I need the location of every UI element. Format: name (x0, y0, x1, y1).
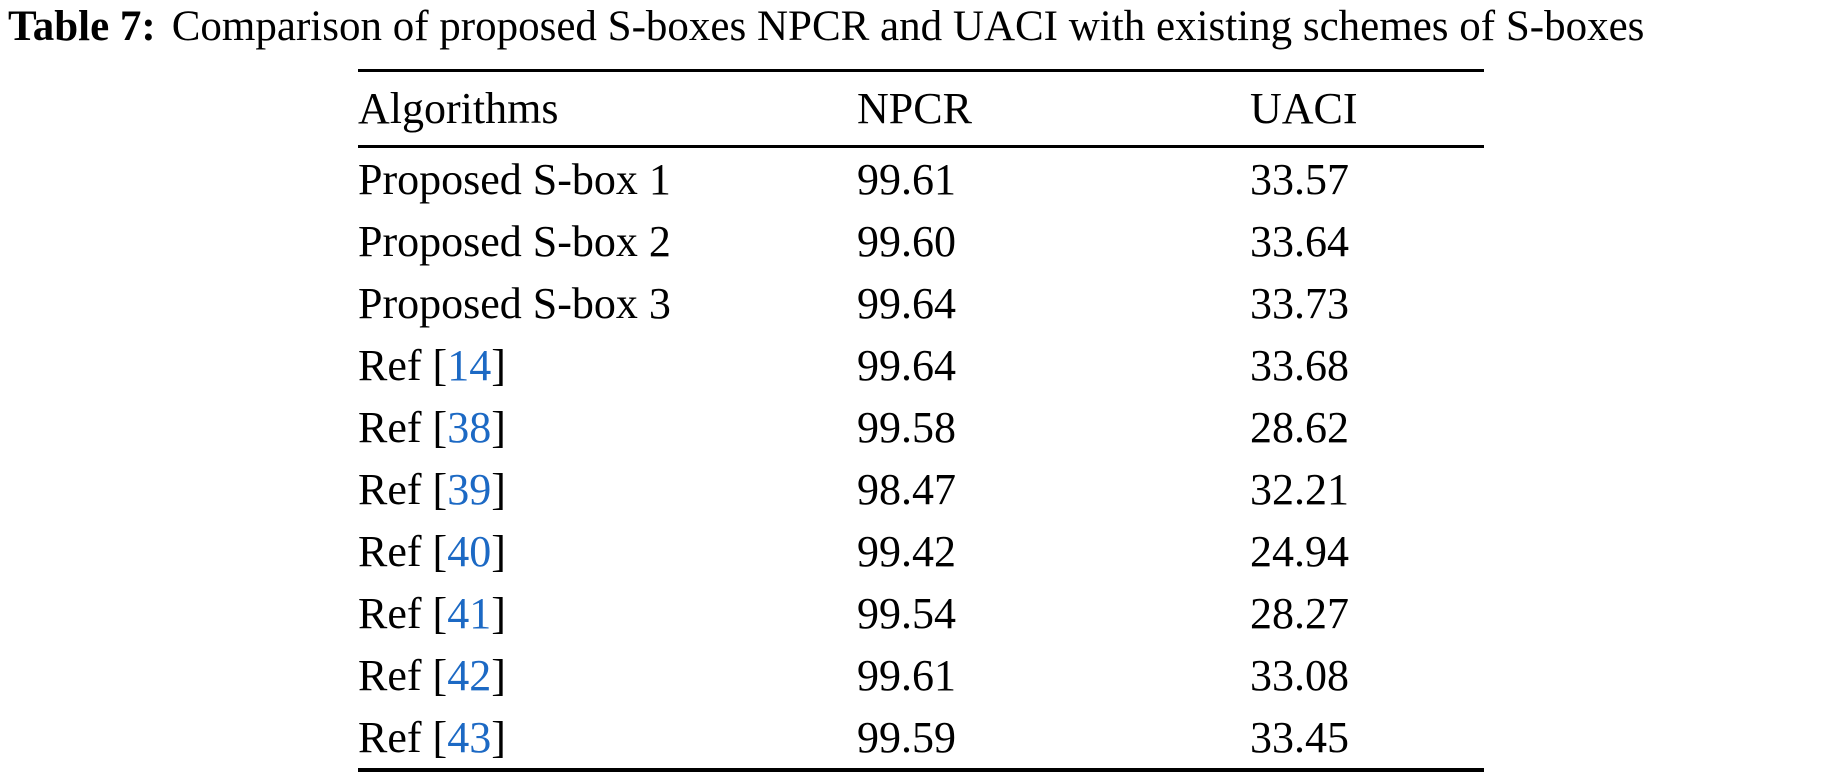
uaci-value-cell: 33.08 (1250, 650, 1349, 700)
algorithm-text: ] (491, 340, 506, 390)
table-header-row: Algorithms NPCR UACI (358, 72, 1484, 148)
algorithm-text: Ref [ (358, 402, 448, 452)
npcr-value-cell: 99.58 (857, 402, 956, 452)
table-body: Proposed S-box 1 99.61 33.57 Proposed S-box… (358, 148, 1484, 768)
uaci-value-cell: 33.45 (1250, 712, 1349, 762)
table-row: Proposed S-box 3 99.64 33.73 (358, 272, 1484, 334)
uaci-value-cell: 33.57 (1250, 154, 1349, 204)
npcr-value-cell: 99.61 (857, 154, 956, 204)
uaci-value-cell: 33.68 (1250, 340, 1349, 390)
algorithm-text: Ref [ (358, 464, 448, 514)
algorithm-text: Ref [ (358, 650, 448, 700)
algorithm-text: ] (491, 464, 506, 514)
algorithm-cell: Ref [42] (358, 650, 857, 701)
table-row: Ref [14] 99.64 33.68 (358, 334, 1484, 396)
npcr-value-cell: 98.47 (857, 464, 956, 514)
citation-link[interactable]: 39 (447, 464, 492, 514)
citation-link[interactable]: 40 (447, 526, 492, 576)
algorithm-cell: Ref [40] (358, 526, 857, 577)
algorithm-cell: Proposed S-box 1 (358, 154, 671, 204)
algorithm-text: Ref [ (358, 340, 448, 390)
algorithm-text: ] (491, 650, 506, 700)
algorithm-cell: Ref [38] (358, 402, 857, 453)
algorithm-cell: Ref [41] (358, 588, 857, 639)
table-caption: Table 7: Comparison of proposed S-boxes N… (8, 2, 1644, 51)
algorithm-cell: Ref [39] (358, 464, 857, 515)
uaci-value-cell: 28.62 (1250, 402, 1349, 452)
algorithm-text: Ref [ (358, 526, 448, 576)
uaci-value-cell: 33.64 (1250, 216, 1349, 266)
table-row: Ref [40] 99.42 24.94 (358, 520, 1484, 582)
table-row: Ref [38] 99.58 28.62 (358, 396, 1484, 458)
column-header-algorithms: Algorithms (358, 84, 559, 133)
citation-link[interactable]: 38 (447, 402, 492, 452)
table-row: Ref [42] 99.61 33.08 (358, 644, 1484, 706)
comparison-table: Algorithms NPCR UACI Proposed S-box 1 99.… (358, 69, 1484, 772)
citation-link[interactable]: 42 (447, 650, 492, 700)
table-caption-text: Comparison of proposed S-boxes NPCR and … (171, 3, 1645, 50)
npcr-value-cell: 99.64 (857, 340, 956, 390)
npcr-value-cell: 99.64 (857, 278, 956, 328)
table-row: Ref [41] 99.54 28.27 (358, 582, 1484, 644)
algorithm-cell: Proposed S-box 2 (358, 216, 671, 266)
column-header-npcr: NPCR (857, 84, 972, 133)
algorithm-cell: Ref [43] (358, 712, 857, 763)
npcr-value-cell: 99.42 (857, 526, 956, 576)
table-row: Ref [39] 98.47 32.21 (358, 458, 1484, 520)
algorithm-text: ] (491, 526, 506, 576)
algorithm-text: ] (491, 402, 506, 452)
algorithm-text: Ref [ (358, 588, 448, 638)
table-row: Proposed S-box 2 99.60 33.64 (358, 210, 1484, 272)
uaci-value-cell: 24.94 (1250, 526, 1349, 576)
algorithm-text: Ref [ (358, 712, 448, 762)
npcr-value-cell: 99.61 (857, 650, 956, 700)
algorithm-text: ] (491, 588, 506, 638)
npcr-value-cell: 99.60 (857, 216, 956, 266)
uaci-value-cell: 32.21 (1250, 464, 1349, 514)
citation-link[interactable]: 43 (447, 712, 492, 762)
citation-link[interactable]: 41 (447, 588, 492, 638)
table-row: Proposed S-box 1 99.61 33.57 (358, 148, 1484, 210)
table-caption-label: Table 7: (8, 3, 156, 50)
npcr-value-cell: 99.59 (857, 712, 956, 762)
algorithm-text: ] (491, 712, 506, 762)
column-header-uaci: UACI (1250, 84, 1358, 133)
uaci-value-cell: 33.73 (1250, 278, 1349, 328)
algorithm-cell: Proposed S-box 3 (358, 278, 671, 328)
citation-link[interactable]: 14 (447, 340, 492, 390)
table-row: Ref [43] 99.59 33.45 (358, 706, 1484, 768)
algorithm-cell: Ref [14] (358, 340, 857, 391)
npcr-value-cell: 99.54 (857, 588, 956, 638)
uaci-value-cell: 28.27 (1250, 588, 1349, 638)
